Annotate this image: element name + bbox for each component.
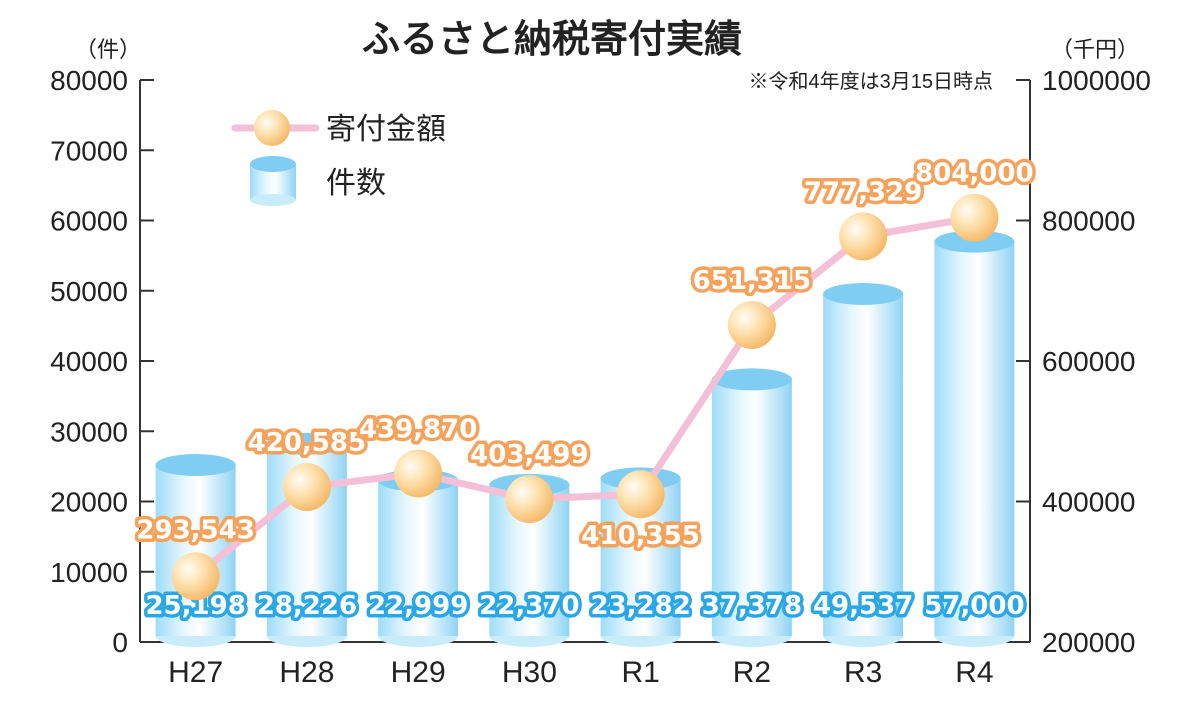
date-note: ※令和4年度は3月15日時点 <box>749 70 994 93</box>
amount-marker <box>727 300 776 349</box>
category-labels: H27 H28 H29 H30 R1 R2 R3 R4 <box>168 656 993 689</box>
category-label: R1 <box>621 656 659 689</box>
amount-data-label: 804,000 <box>915 159 1033 189</box>
cylinder-bar: 28,226 <box>253 432 361 647</box>
amount-marker <box>171 552 220 601</box>
amount-data-label: 403,499 <box>470 440 588 470</box>
legend-label-amount: 寄付金額 <box>326 113 446 146</box>
count-data-label: 25,198 <box>145 591 245 621</box>
right-tick-label: 400000 <box>1042 487 1135 518</box>
left-axis-unit: （件） <box>75 37 141 62</box>
category-label: H27 <box>168 656 223 689</box>
count-data-label: 49,537 <box>813 591 913 621</box>
amount-marker <box>616 470 665 519</box>
category-label: H28 <box>279 656 334 689</box>
right-axis-unit: （千円） <box>1051 37 1139 62</box>
cylinder-body <box>378 480 459 636</box>
count-data-label: 22,999 <box>368 591 468 621</box>
left-tick-label: 40000 <box>50 346 128 377</box>
amount-data-label: 439,870 <box>359 414 477 444</box>
amount-data-label: 651,315 <box>693 266 811 296</box>
amount-marker <box>282 463 331 512</box>
amount-data-label: 777,329 <box>804 177 922 207</box>
left-tick-label: 60000 <box>50 206 128 237</box>
right-tick-label: 600000 <box>1042 346 1135 377</box>
right-tick-label: 200000 <box>1042 627 1135 658</box>
amount-marker <box>505 475 554 524</box>
category-label: H29 <box>391 656 446 689</box>
amount-marker <box>394 449 443 498</box>
legend-label-count: 件数 <box>326 167 386 200</box>
cylinder-body <box>823 294 904 636</box>
amount-data-label: 293,543 <box>136 515 254 545</box>
left-tick-label: 30000 <box>50 416 128 447</box>
left-tick-label: 80000 <box>50 65 128 96</box>
left-tick-label: 10000 <box>50 557 128 588</box>
cylinder-bar: 57,000 <box>921 230 1028 647</box>
cylinder-bar: 22,370 <box>476 473 583 647</box>
category-label: R3 <box>844 656 882 689</box>
right-tick-label: 800000 <box>1042 206 1135 237</box>
left-tick-label: 70000 <box>50 135 128 166</box>
count-data-label: 57,000 <box>924 591 1024 621</box>
amount-marker <box>839 212 888 261</box>
cylinder-bar: 49,537 <box>809 283 917 647</box>
cylinder-top <box>823 283 904 306</box>
cylinder-top <box>155 453 236 476</box>
legend-cylinder-top <box>250 156 296 172</box>
left-tick-label: 50000 <box>50 276 128 307</box>
left-tick-label: 20000 <box>50 487 128 518</box>
right-axis: 200000 400000 600000 800000 1000000 <box>1016 65 1151 658</box>
count-data-label: 28,226 <box>257 591 357 621</box>
cylinder-top <box>266 432 347 455</box>
count-data-label: 37,378 <box>702 591 802 621</box>
amount-marker <box>950 193 999 242</box>
count-data-label: 23,282 <box>590 591 690 621</box>
cylinder-body <box>934 241 1015 636</box>
legend-cylinder-bottom <box>250 194 296 206</box>
amount-data-label: 420,585 <box>248 428 366 458</box>
cylinder-body <box>711 379 792 636</box>
legend: 寄付金額 件数 <box>231 110 446 206</box>
chart-title: ふるさと納税寄付実績 <box>362 16 742 61</box>
left-tick-label: 0 <box>112 627 128 658</box>
category-label: R4 <box>955 656 993 689</box>
amount-data-label: 410,355 <box>581 521 699 551</box>
category-label: R2 <box>733 656 771 689</box>
count-data-label: 22,370 <box>479 591 579 621</box>
left-axis: 0 10000 20000 30000 40000 50000 60000 70000 8000… <box>50 65 1030 658</box>
cylinder-bar: 37,378 <box>698 368 806 647</box>
right-tick-label: 1000000 <box>1042 65 1151 96</box>
cylinder-top <box>711 368 792 391</box>
legend-marker-swatch <box>254 110 290 146</box>
category-label: H30 <box>502 656 557 689</box>
